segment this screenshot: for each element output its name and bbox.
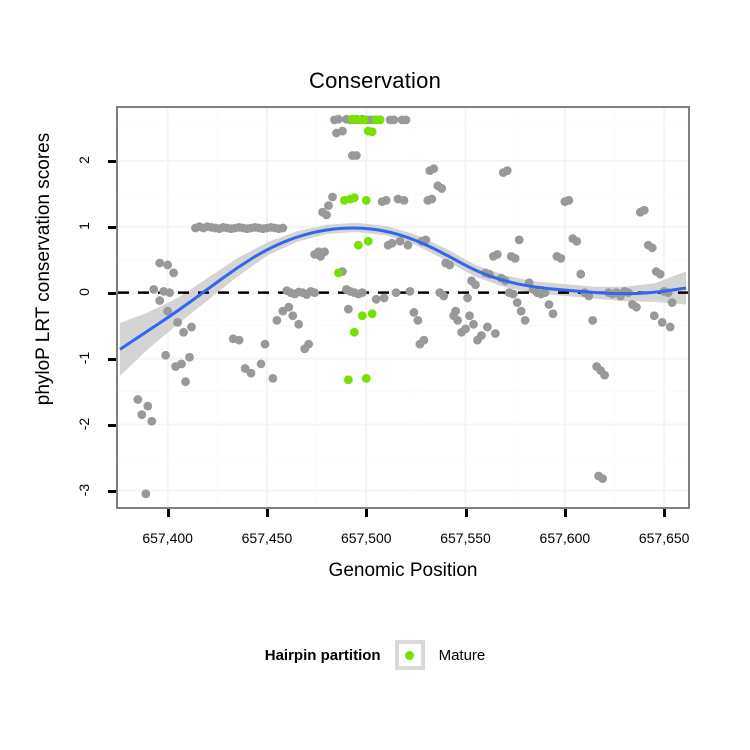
legend: Hairpin partition Mature (0, 640, 750, 670)
x-tick-mark (166, 509, 170, 517)
x-tick-label: 657,400 (142, 530, 193, 546)
y-tick-label: -1 (76, 351, 92, 364)
y-tick-label: -3 (76, 483, 92, 496)
x-tick-mark (563, 509, 567, 517)
x-tick-mark (265, 509, 269, 517)
legend-label-mature: Mature (438, 646, 486, 664)
x-tick-label: 657,550 (440, 530, 491, 546)
y-tick-label: 0 (76, 287, 92, 296)
y-axis-label: phyloP LRT conservation scores (33, 132, 54, 406)
legend-title: Hairpin partition (264, 646, 381, 664)
x-tick-label: 657,600 (539, 530, 591, 546)
y-tick-mark (108, 291, 116, 295)
y-tick-mark (108, 357, 116, 361)
y-tick-label: 2 (76, 155, 92, 164)
y-tick-label: -2 (76, 417, 92, 430)
y-tick-mark (108, 159, 116, 163)
series-mature-points (334, 114, 385, 385)
x-tick-label: 657,650 (638, 530, 690, 546)
y-tick-mark (108, 489, 116, 493)
legend-dot-icon (405, 650, 415, 660)
legend-key-mature[interactable] (394, 640, 425, 670)
x-tick-label: 657,500 (340, 530, 392, 546)
plot-svg (118, 108, 688, 507)
x-tick-label: 657,450 (241, 530, 293, 546)
y-tick-label: 1 (76, 221, 92, 230)
x-tick-mark (464, 509, 468, 517)
plot-panel (116, 106, 690, 509)
y-tick-mark (108, 225, 116, 229)
x-tick-mark (365, 509, 369, 517)
x-axis-label: Genomic Position (328, 560, 478, 581)
x-tick-mark (663, 509, 667, 517)
page-title: Conservation (308, 68, 442, 93)
series-other-points (133, 114, 677, 499)
y-tick-mark (108, 423, 116, 427)
